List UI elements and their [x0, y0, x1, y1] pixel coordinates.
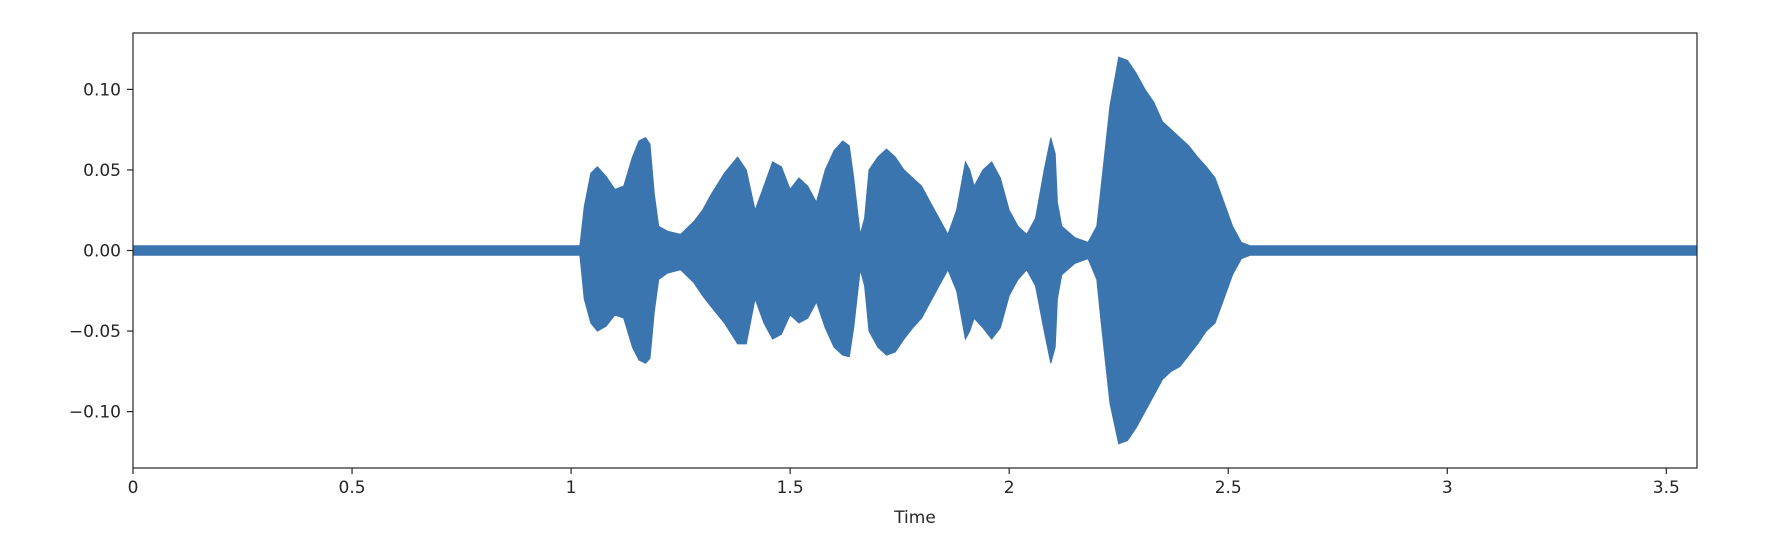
y-tick-label: 0.10 — [83, 80, 121, 100]
x-tick-label: 2 — [1004, 478, 1015, 498]
plot-area — [132, 56, 1698, 445]
y-tick-label: −0.05 — [69, 322, 121, 342]
x-tick-label: 1 — [566, 478, 577, 498]
x-axis-title: Time — [893, 508, 936, 528]
x-axis: 0 0.5 1 1.5 2 2.5 3 3.5 — [128, 468, 1680, 498]
x-tick-label: 0 — [128, 478, 139, 498]
y-tick-label: 0.05 — [83, 161, 121, 181]
x-tick-label: 3.5 — [1653, 478, 1680, 498]
y-tick-label: 0.00 — [83, 242, 121, 262]
x-tick-label: 1.5 — [777, 478, 804, 498]
waveform-series-0 — [132, 56, 1698, 445]
x-tick-label: 3 — [1442, 478, 1453, 498]
y-tick-label: −0.10 — [69, 403, 121, 423]
x-tick-label: 0.5 — [339, 478, 366, 498]
y-axis: 0.10 0.05 0.00 −0.05 −0.10 — [69, 80, 133, 423]
x-tick-label: 2.5 — [1215, 478, 1242, 498]
